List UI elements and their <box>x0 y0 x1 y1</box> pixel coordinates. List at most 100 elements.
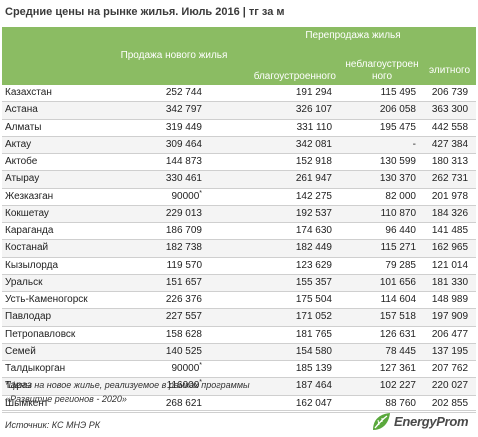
cell-elite-value: 207 762 <box>431 363 469 375</box>
cell-unimproved: 157 518 <box>340 308 424 327</box>
cell-improved: 175 504 <box>230 291 340 310</box>
leaf-logo-icon <box>373 413 390 430</box>
table-row: Павлодар 227 557 171 052 157 518 197 909 <box>2 308 477 327</box>
cell-elite-value: 121 014 <box>431 259 469 271</box>
cell-unimproved-value: 96 440 <box>385 225 416 237</box>
cell-new-housing-value: 229 013 <box>165 207 202 219</box>
source-note: Источник: КС МНЭ РК <box>5 420 101 430</box>
cell-unimproved-value: 110 870 <box>380 207 416 219</box>
cell-new-housing-value: 158 628 <box>165 328 202 340</box>
cell-new-housing: 119 570 <box>118 257 230 275</box>
cell-unimproved: 102 227 <box>340 377 424 396</box>
cell-improved: 155 357 <box>230 274 340 293</box>
cell-unimproved-value: 126 631 <box>379 328 416 340</box>
cell-improved: 187 464 <box>230 377 340 396</box>
cell-city: Кокшетау <box>2 205 118 224</box>
cell-improved: 185 139 <box>230 360 340 379</box>
cell-elite: 197 909 <box>424 308 477 327</box>
logo-wordmark: EnergyProm <box>394 414 469 429</box>
cell-elite-value: 202 855 <box>431 397 469 409</box>
table-row: Петропавловск 158 628 181 765 126 631 206 47… <box>2 326 477 344</box>
cell-elite: 141 485 <box>424 222 477 241</box>
cell-elite-value: 184 326 <box>431 207 469 219</box>
cell-city-value: Кызылорда <box>5 259 59 271</box>
cell-unimproved: 115 271 <box>340 239 424 258</box>
cell-improved: 342 081 <box>230 136 340 155</box>
cell-city-value: Жезказган <box>5 190 54 202</box>
cell-new-housing: 252 744 <box>118 85 230 103</box>
table-row: Астана 342 797 326 107 206 058 363 300 <box>2 101 477 120</box>
cell-elite: 201 978 <box>424 188 477 206</box>
cell-new-housing-value: 182 738 <box>165 242 202 254</box>
cell-improved: 142 275 <box>230 188 340 206</box>
cell-unimproved-value: 130 370 <box>379 173 416 185</box>
cell-unimproved: 101 656 <box>340 274 424 293</box>
divider <box>2 410 476 411</box>
cell-new-housing: 116000* <box>118 377 230 396</box>
price-table: Продажа нового жилья Перепродажа жилья б… <box>2 27 477 413</box>
cell-new-housing-value: 319 449 <box>165 121 202 133</box>
cell-unimproved-value: 206 058 <box>379 104 416 116</box>
cell-unimproved: 195 475 <box>340 119 424 137</box>
table-row: Тараз 116000* 187 464 102 227 220 027 <box>2 377 477 396</box>
cell-improved: 331 110 <box>230 119 340 137</box>
cell-elite: 180 313 <box>424 153 477 172</box>
cell-city-value: Петропавловск <box>5 328 76 340</box>
cell-new-housing-value: 227 557 <box>165 311 202 323</box>
cell-city-value: Талдыкорган <box>5 363 66 375</box>
cell-elite-value: 206 477 <box>431 328 469 340</box>
cell-unimproved: 126 631 <box>340 326 424 344</box>
cell-new-housing: 330 461 <box>118 170 230 189</box>
cell-improved-value: 191 294 <box>295 87 332 99</box>
header-new-housing: Продажа нового жилья <box>118 27 230 85</box>
cell-improved-value: 187 464 <box>295 380 332 392</box>
footnote-marker: * <box>199 362 202 370</box>
cell-new-housing: 319 449 <box>118 119 230 137</box>
page-title: Средние цены на рынке жилья. Июль 2016 |… <box>5 6 285 18</box>
table-row: Талдыкорган 90000* 185 139 127 361 207 762 <box>2 360 477 379</box>
cell-city: Караганда <box>2 222 118 241</box>
cell-improved-value: 181 765 <box>295 328 332 340</box>
header-city <box>2 27 118 85</box>
cell-new-housing: 90000* <box>118 360 230 379</box>
cell-new-housing: 268 621 <box>118 395 230 413</box>
footnote-marker: * <box>199 379 202 387</box>
cell-elite-value: 201 978 <box>431 190 469 202</box>
cell-city: Усть-Каменогорск <box>2 291 118 310</box>
cell-unimproved: 115 495 <box>340 85 424 103</box>
cell-improved: 171 052 <box>230 308 340 327</box>
cell-unimproved: 79 285 <box>340 257 424 275</box>
cell-city-value: Шымкент <box>5 397 49 409</box>
cell-new-housing: 182 738 <box>118 239 230 258</box>
cell-unimproved: 82 000 <box>340 188 424 206</box>
table-row: Караганда 186 709 174 630 96 440 141 485 <box>2 222 477 241</box>
header-resale: Перепродажа жилья <box>230 27 477 52</box>
cell-city-value: Актау <box>5 138 32 150</box>
cell-improved-value: 182 449 <box>295 242 332 254</box>
cell-city: Шымкент <box>2 395 118 413</box>
cell-new-housing-value: 90000 <box>171 190 200 202</box>
header-improved: благоустроенного <box>230 52 340 85</box>
cell-new-housing: 186 709 <box>118 222 230 241</box>
energyprom-logo: EnergyProm <box>370 410 476 434</box>
cell-elite: 427 384 <box>424 136 477 155</box>
cell-unimproved-value: 102 227 <box>379 380 416 392</box>
cell-elite: 121 014 <box>424 257 477 275</box>
cell-unimproved: 78 445 <box>340 343 424 362</box>
cell-city-value: Кокшетау <box>5 207 49 219</box>
cell-city: Петропавловск <box>2 326 118 344</box>
cell-improved: 154 580 <box>230 343 340 362</box>
cell-elite-value: 206 739 <box>431 87 469 99</box>
cell-unimproved-value: - <box>412 138 416 150</box>
cell-improved-value: 175 504 <box>295 294 332 306</box>
cell-elite: 137 195 <box>424 343 477 362</box>
cell-unimproved-value: 130 599 <box>379 156 416 168</box>
cell-unimproved: 114 604 <box>340 291 424 310</box>
cell-city: Актобе <box>2 153 118 172</box>
cell-improved: 326 107 <box>230 101 340 120</box>
cell-new-housing-value: 252 744 <box>165 87 202 99</box>
table-row: Усть-Каменогорск 226 376 175 504 114 604 148… <box>2 291 477 310</box>
cell-improved-value: 261 947 <box>295 173 332 185</box>
cell-improved: 181 765 <box>230 326 340 344</box>
footnote-marker: * <box>199 189 202 197</box>
